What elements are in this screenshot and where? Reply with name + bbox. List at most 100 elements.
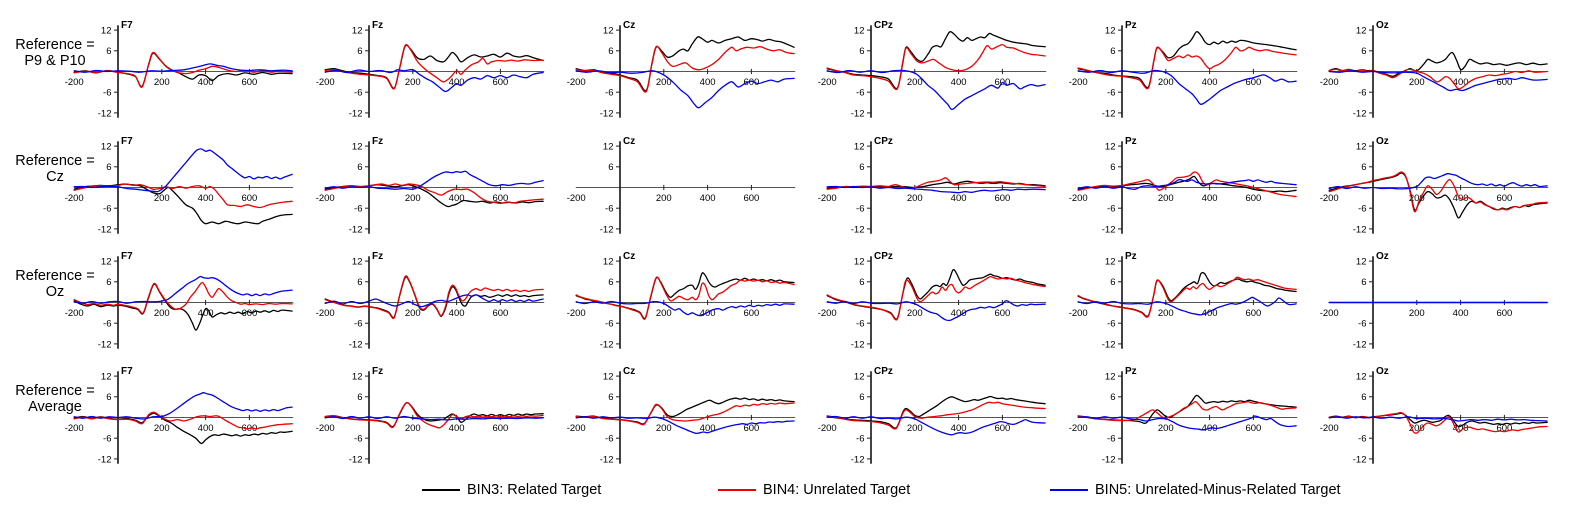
- y-tick-label: 6: [1110, 277, 1115, 288]
- x-tick-label: 400: [1202, 308, 1218, 319]
- y-tick-label: -12: [1353, 108, 1367, 119]
- x-tick-label: 600: [492, 308, 508, 319]
- x-tick-label: -200: [1069, 193, 1088, 204]
- x-tick-label: 200: [1158, 308, 1174, 319]
- waveform-bin3: [73, 412, 293, 444]
- y-tick-label: 6: [1361, 46, 1366, 57]
- x-tick-label: -200: [1320, 308, 1339, 319]
- x-tick-label: 200: [154, 193, 170, 204]
- x-tick-label: 200: [1409, 423, 1425, 434]
- channel-label: Oz: [1376, 251, 1389, 262]
- y-tick-label: 6: [859, 162, 864, 173]
- x-tick-label: 200: [656, 193, 672, 204]
- y-tick-label: -6: [103, 203, 111, 214]
- y-tick-label: 6: [608, 277, 613, 288]
- x-tick-label: -200: [567, 308, 586, 319]
- erp-subplot-cz-fz: 12 6 -6 -12 -200 200 400 600 Fz: [316, 136, 545, 235]
- waveform-bin5: [1077, 414, 1297, 431]
- erp-subplot-cz-cpz: 12 6 -6 -12 -200 200 400 600 CPz: [818, 136, 1047, 235]
- legend-line-blue-icon: [1050, 489, 1088, 491]
- x-tick-label: 600: [743, 423, 759, 434]
- waveform-bin5: [826, 185, 1046, 193]
- x-tick-label: 400: [198, 193, 214, 204]
- erp-subplot-p9p10-fz: 12 6 -6 -12 -200 200 400 600 Fz: [316, 20, 545, 119]
- x-tick-label: 400: [449, 193, 465, 204]
- x-tick-label: 600: [1245, 193, 1261, 204]
- y-tick-label: -12: [1353, 224, 1367, 235]
- y-tick-label: 12: [1356, 141, 1367, 152]
- x-tick-label: -200: [316, 77, 335, 88]
- y-tick-label: 6: [1110, 46, 1115, 57]
- waveform-bin4: [826, 43, 1046, 90]
- waveform-bin4: [324, 182, 544, 204]
- waveform-bin4: [73, 51, 293, 88]
- erp-subplot-oz-fz: 12 6 -6 -12 -200 200 400 600 Fz: [316, 251, 545, 350]
- y-tick-label: -6: [103, 433, 111, 444]
- waveform-bin5: [826, 299, 1046, 321]
- waveform-bin4: [73, 411, 293, 430]
- x-tick-label: -200: [818, 77, 837, 88]
- y-tick-label: -12: [1102, 224, 1116, 235]
- legend-line-red-icon: [718, 489, 756, 491]
- channel-label: Fz: [372, 136, 383, 147]
- waveform-bin4: [1077, 45, 1297, 89]
- y-tick-label: 12: [352, 371, 363, 382]
- x-tick-label: -200: [65, 423, 84, 434]
- y-tick-label: 6: [608, 392, 613, 403]
- y-tick-label: -12: [98, 454, 112, 465]
- y-tick-label: -12: [851, 224, 865, 235]
- waveform-bin5: [575, 300, 795, 316]
- x-tick-label: 400: [1202, 77, 1218, 88]
- channel-label: Fz: [372, 366, 383, 377]
- erp-subplot-cz-pz: 12 6 -6 -12 -200 200 400 600 Pz: [1069, 136, 1298, 235]
- row-label-oz: Reference = Oz: [0, 268, 110, 300]
- y-tick-label: -12: [349, 339, 363, 350]
- erp-subplot-oz-cpz: 12 6 -6 -12 -200 200 400 600 CPz: [818, 251, 1047, 350]
- channel-label: Oz: [1376, 366, 1389, 377]
- x-tick-label: 600: [1245, 308, 1261, 319]
- waveform-bin5: [1077, 296, 1297, 316]
- x-tick-label: 600: [241, 193, 257, 204]
- x-tick-label: 200: [154, 308, 170, 319]
- y-tick-label: -6: [1107, 433, 1115, 444]
- waveform-bin5: [324, 293, 544, 307]
- waveform-bin3: [1328, 171, 1548, 219]
- y-tick-label: -6: [605, 87, 613, 98]
- waveform-bin3: [826, 30, 1046, 89]
- y-tick-label: -6: [605, 318, 613, 329]
- channel-label: F7: [121, 136, 133, 147]
- x-tick-label: 600: [994, 308, 1010, 319]
- x-tick-label: 600: [492, 77, 508, 88]
- x-tick-label: 400: [449, 423, 465, 434]
- y-tick-label: 12: [352, 25, 363, 36]
- y-tick-label: 12: [603, 141, 614, 152]
- y-tick-label: -12: [98, 108, 112, 119]
- waveform-bin3: [826, 395, 1046, 429]
- x-tick-label: 600: [241, 308, 257, 319]
- waveform-bin4: [1328, 170, 1548, 212]
- y-tick-label: -12: [600, 224, 614, 235]
- y-tick-label: 12: [1105, 256, 1116, 267]
- legend-item-bin4: BIN4: Unrelated Target: [718, 482, 910, 498]
- y-tick-label: 6: [1361, 277, 1366, 288]
- channel-label: Oz: [1376, 136, 1389, 147]
- x-tick-label: 200: [907, 423, 923, 434]
- x-tick-label: 400: [1453, 308, 1469, 319]
- y-tick-label: -12: [349, 224, 363, 235]
- channel-label: CPz: [874, 251, 893, 262]
- waveform-bin4: [575, 45, 795, 93]
- erp-subplot-oz-pz: 12 6 -6 -12 -200 200 400 600 Pz: [1069, 251, 1298, 350]
- y-tick-label: -6: [856, 318, 864, 329]
- y-tick-label: -12: [98, 339, 112, 350]
- x-tick-label: 200: [656, 308, 672, 319]
- waveform-bin4: [826, 401, 1046, 430]
- x-tick-label: 200: [656, 423, 672, 434]
- y-tick-label: -12: [349, 108, 363, 119]
- waveform-bin3: [1077, 175, 1297, 192]
- erp-subplot-p9p10-pz: 12 6 -6 -12 -200 200 400 600 Pz: [1069, 20, 1298, 119]
- y-tick-label: -12: [600, 339, 614, 350]
- y-tick-label: 6: [608, 46, 613, 57]
- erp-subplot-average-cz: 12 6 -6 -12 -200 200 400 600 Cz: [567, 366, 796, 465]
- y-tick-label: -6: [103, 318, 111, 329]
